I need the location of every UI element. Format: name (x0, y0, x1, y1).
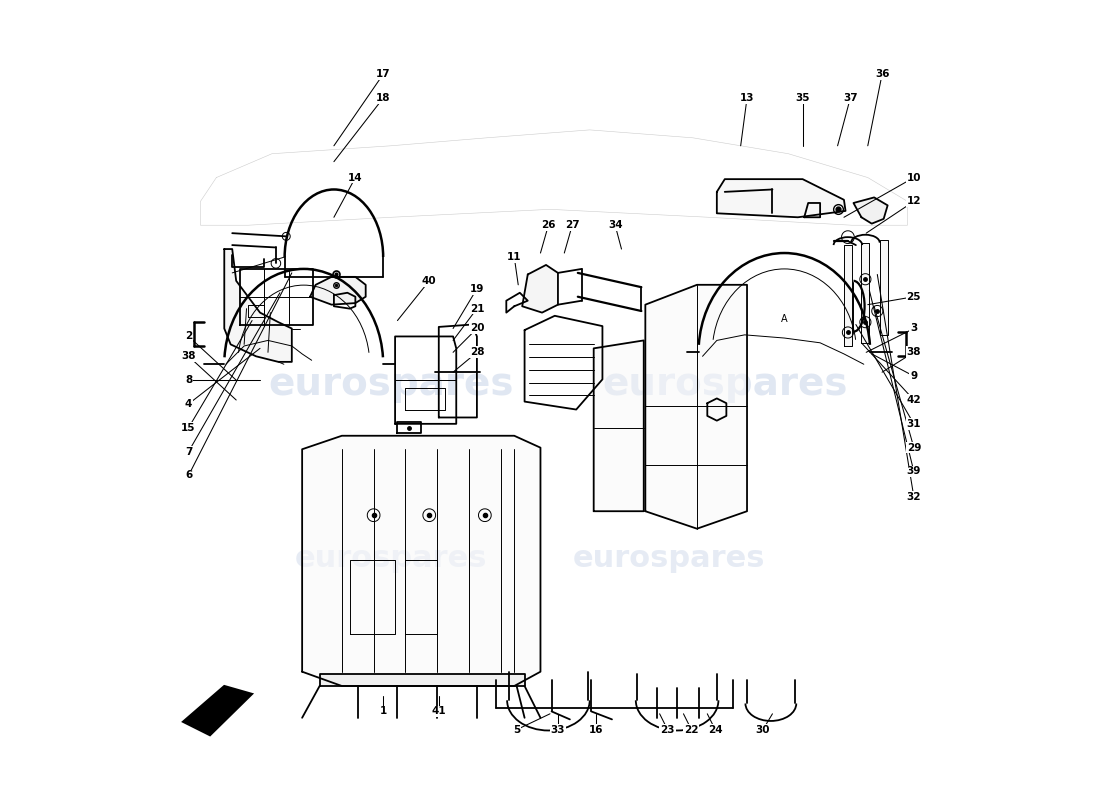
Text: 35: 35 (795, 93, 810, 103)
Text: 7: 7 (185, 446, 192, 457)
Text: 31: 31 (906, 419, 921, 429)
Text: 39: 39 (906, 466, 921, 477)
Text: 28: 28 (470, 347, 484, 358)
Polygon shape (224, 249, 292, 362)
Text: 42: 42 (906, 395, 921, 405)
Text: eurospares: eurospares (268, 365, 514, 403)
Text: eurospares: eurospares (573, 544, 766, 574)
Polygon shape (302, 436, 540, 686)
Polygon shape (717, 179, 846, 218)
Text: A: A (781, 314, 788, 324)
Text: 19: 19 (470, 284, 484, 294)
Text: 11: 11 (507, 252, 521, 262)
Text: 6: 6 (185, 470, 192, 481)
Text: 27: 27 (565, 220, 580, 230)
Text: 13: 13 (740, 93, 755, 103)
Text: 1: 1 (379, 706, 387, 717)
Text: 18: 18 (376, 93, 390, 103)
Polygon shape (844, 245, 851, 346)
Text: 38: 38 (906, 347, 921, 358)
Polygon shape (861, 242, 869, 342)
Text: 12: 12 (906, 196, 921, 206)
Text: 10: 10 (906, 173, 921, 182)
Text: 32: 32 (906, 492, 921, 502)
Text: 8: 8 (185, 375, 192, 385)
Text: 23: 23 (660, 725, 674, 734)
Text: 16: 16 (588, 725, 603, 734)
Text: 17: 17 (376, 70, 390, 79)
Text: 5: 5 (513, 725, 520, 734)
Text: 4: 4 (185, 399, 192, 409)
Polygon shape (854, 198, 888, 224)
Text: eurospares: eurospares (602, 365, 847, 403)
Text: 34: 34 (608, 220, 623, 230)
Text: 40: 40 (422, 276, 437, 286)
Polygon shape (310, 277, 365, 305)
Polygon shape (183, 686, 252, 735)
Text: 24: 24 (708, 725, 723, 734)
Text: 22: 22 (684, 725, 699, 734)
Polygon shape (594, 341, 643, 511)
Text: 2: 2 (185, 331, 192, 342)
Text: 37: 37 (843, 93, 858, 103)
Text: 25: 25 (906, 292, 921, 302)
Polygon shape (646, 285, 747, 529)
Text: 20: 20 (470, 323, 484, 334)
Text: 26: 26 (541, 220, 556, 230)
Text: 33: 33 (551, 725, 565, 734)
Text: 29: 29 (906, 442, 921, 453)
Text: 9: 9 (911, 371, 917, 381)
Polygon shape (522, 265, 558, 313)
Text: 38: 38 (182, 351, 196, 362)
Text: 36: 36 (874, 70, 889, 79)
Text: 30: 30 (756, 725, 770, 734)
Polygon shape (880, 239, 888, 335)
Text: 41: 41 (431, 706, 447, 717)
Text: 15: 15 (182, 423, 196, 433)
Text: eurospares: eurospares (295, 544, 487, 574)
Text: 3: 3 (910, 323, 917, 334)
Polygon shape (320, 674, 525, 686)
Text: 14: 14 (348, 173, 363, 182)
Text: 21: 21 (470, 304, 484, 314)
